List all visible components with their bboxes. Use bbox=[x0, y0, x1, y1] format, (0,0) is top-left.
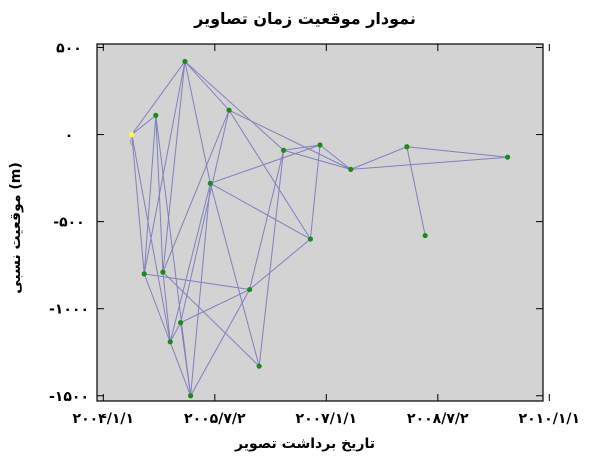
baseline-edge bbox=[131, 61, 186, 135]
x-tick-label: ۲۰۰۴/۱/۱ bbox=[73, 411, 135, 427]
baseline-edge bbox=[180, 322, 192, 396]
image-point bbox=[307, 236, 314, 242]
baseline-edge bbox=[180, 289, 250, 324]
points-layer: 0 bbox=[129, 58, 511, 399]
baseline-edge bbox=[249, 150, 285, 290]
master-image-point bbox=[129, 131, 135, 138]
baseline-edge bbox=[350, 146, 408, 170]
image-point bbox=[178, 320, 184, 326]
baseline-edge bbox=[131, 134, 145, 274]
image-point bbox=[182, 58, 188, 65]
y-tick-label: -۱۰۰۰ bbox=[49, 302, 89, 318]
y-tick-label: ۰ bbox=[65, 128, 74, 144]
image-point bbox=[153, 112, 159, 118]
baseline-edge bbox=[228, 109, 311, 240]
image-point bbox=[404, 144, 410, 150]
baseline-edge bbox=[210, 144, 321, 184]
baseline-edge bbox=[180, 110, 230, 323]
image-point bbox=[141, 271, 147, 277]
baseline-edge bbox=[131, 115, 157, 135]
baseline-edge bbox=[184, 61, 211, 184]
image-point bbox=[207, 180, 213, 186]
image-point bbox=[247, 286, 253, 293]
x-tick-label: ۲۰۰۵/۷/۲ bbox=[184, 411, 246, 427]
baseline-edge bbox=[190, 183, 211, 396]
baseline-edge bbox=[143, 61, 186, 274]
baseline-edge bbox=[319, 144, 352, 170]
plot-area bbox=[96, 43, 544, 402]
baseline-edge bbox=[162, 272, 171, 342]
image-point bbox=[280, 147, 287, 153]
y-axis-label: موقعیت نسبی (m) bbox=[8, 162, 24, 294]
x-tick-label: ۲۰۰۷/۱/۱ bbox=[296, 411, 358, 427]
baseline-edge bbox=[162, 109, 230, 273]
image-point bbox=[422, 232, 428, 239]
point-label: 0 bbox=[129, 138, 134, 147]
image-point bbox=[256, 363, 262, 369]
baseline-edge bbox=[169, 183, 211, 342]
baseline-edge bbox=[184, 61, 284, 151]
baseline-edge bbox=[184, 61, 230, 111]
baseline-edge bbox=[283, 149, 351, 170]
image-point bbox=[167, 339, 173, 345]
x-axis-ticks: ۲۰۰۴/۱/۱ ۲۰۰۵/۷/۲ ۲۰۰۷/۱/۱ ۲۰۰۸/۷/۲ ۲۰۱۰/۱/۱ bbox=[73, 44, 581, 427]
baseline-edge bbox=[162, 61, 186, 273]
image-point bbox=[348, 166, 354, 172]
x-axis-label: تاریخ برداشت تصویر bbox=[234, 436, 375, 452]
edges-layer bbox=[131, 61, 508, 397]
baseline-edge bbox=[209, 183, 260, 367]
image-point bbox=[226, 107, 232, 113]
baseline-edge bbox=[155, 115, 164, 273]
baseline-edge bbox=[169, 322, 182, 343]
baseline-edge bbox=[309, 144, 321, 240]
baseline-edge bbox=[143, 273, 192, 396]
image-point bbox=[317, 142, 323, 148]
baseline-edge bbox=[228, 109, 351, 170]
baseline-edge bbox=[143, 115, 157, 274]
image-point bbox=[187, 393, 194, 399]
baseline-edge bbox=[162, 271, 260, 367]
image-point bbox=[504, 154, 511, 160]
x-tick-label: ۲۰۰۸/۷/۲ bbox=[407, 411, 469, 427]
baseline-edge bbox=[144, 273, 250, 291]
y-axis-ticks: ۵۰۰ ۰ -۵۰۰ -۱۰۰۰ -۱۵۰۰ bbox=[49, 40, 543, 405]
chart-title: نمودار موقعیت زمان تصاویر bbox=[193, 9, 416, 28]
image-point bbox=[160, 269, 166, 275]
baseline-edge bbox=[350, 156, 508, 170]
baseline-edge bbox=[258, 150, 285, 367]
baseline-edge bbox=[210, 182, 311, 240]
baseline-edge bbox=[406, 146, 426, 236]
baseline-edge bbox=[283, 144, 321, 151]
baseline-edge bbox=[155, 115, 192, 396]
x-tick-label: ۲۰۱۰/۱/۱ bbox=[519, 411, 581, 427]
baseline-edge bbox=[249, 238, 311, 290]
y-tick-label: -۵۰۰ bbox=[53, 215, 84, 231]
y-tick-label: ۵۰۰ bbox=[56, 40, 82, 56]
baseline-edge bbox=[190, 289, 251, 397]
baseline-edge bbox=[406, 146, 508, 158]
y-tick-label: -۱۵۰۰ bbox=[49, 389, 89, 405]
